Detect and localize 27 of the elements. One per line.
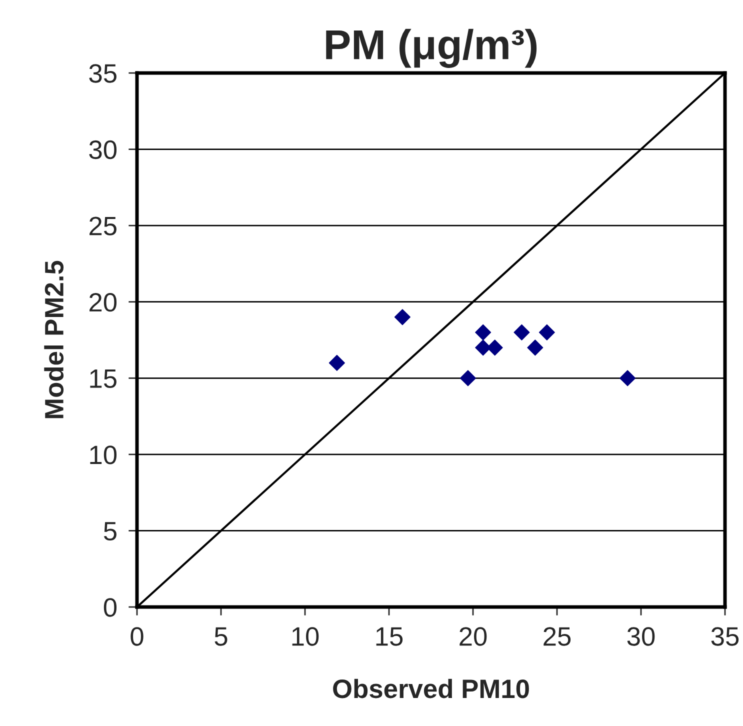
x-tick-label: 5 (214, 627, 228, 646)
x-tick-label: 15 (376, 627, 403, 646)
x-tick-label: 35 (711, 627, 739, 646)
point (620, 370, 636, 386)
y-tick-label: 15 (90, 370, 116, 388)
y-tick-label: 20 (90, 292, 117, 312)
x-tick-label: 20 (460, 627, 487, 646)
x-tick-label: 10 (292, 627, 319, 646)
x-tick-label: 30 (627, 627, 655, 646)
y-tick-label: 35 (89, 64, 116, 83)
point (328, 354, 345, 371)
y-tick-label: 25 (90, 216, 116, 236)
point (514, 324, 530, 340)
y-tick-label: 5 (104, 522, 116, 541)
x-tick-label: 25 (544, 627, 571, 646)
x-axis-title: Observed PM10 (333, 678, 529, 698)
y-axis-title: Model PM2.5 (44, 260, 64, 418)
point (394, 309, 410, 326)
point (527, 340, 544, 356)
y-tick-label: 0 (104, 598, 117, 617)
chart-title: PM (μg/m³) (326, 28, 537, 68)
y-tick-label: 10 (90, 446, 117, 464)
x-tick-label: 0 (130, 627, 144, 646)
y-tick-label: 30 (89, 140, 117, 160)
point (460, 370, 476, 386)
point (475, 324, 492, 340)
point (538, 324, 555, 340)
